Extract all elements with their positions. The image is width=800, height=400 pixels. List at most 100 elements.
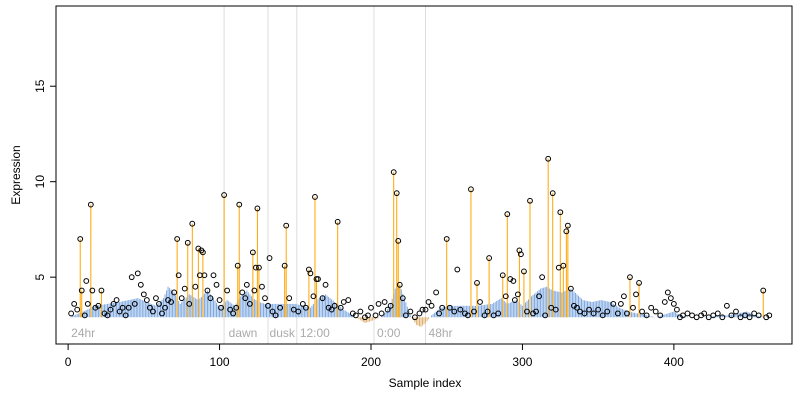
data-point [224, 287, 231, 294]
phase-label: dawn [229, 326, 258, 340]
data-point [574, 304, 580, 311]
data-point [465, 312, 471, 319]
data-point [221, 192, 227, 198]
data-point [581, 310, 588, 317]
data-point [286, 295, 293, 302]
data-point [451, 308, 458, 315]
data-point [760, 287, 767, 294]
data-point [499, 272, 506, 279]
data-point [396, 281, 403, 288]
data-point [701, 310, 708, 317]
data-point [368, 304, 374, 311]
data-point [407, 308, 414, 315]
phase-label: 12:00 [300, 326, 330, 340]
data-point [719, 314, 726, 321]
data-point [352, 312, 359, 319]
data-point [471, 308, 477, 315]
data-point [590, 310, 597, 317]
data-point [375, 300, 382, 307]
data-point [319, 295, 326, 302]
data-point [387, 302, 394, 309]
data-point [89, 287, 96, 294]
data-point [83, 278, 90, 284]
data-point [310, 293, 317, 300]
data-point [664, 289, 671, 296]
data-point [533, 308, 539, 315]
data-point [393, 190, 400, 197]
data-point [714, 310, 721, 317]
data-point [277, 304, 284, 311]
data-point [617, 300, 624, 307]
x-axis-title: Sample index [389, 376, 462, 390]
data-point [262, 295, 268, 302]
data-point [477, 299, 483, 305]
data-point [563, 228, 570, 235]
data-point [486, 255, 493, 261]
data-point [636, 279, 642, 286]
data-point [299, 300, 306, 307]
data-point [567, 285, 574, 292]
data-point [384, 306, 391, 313]
data-point [131, 300, 138, 307]
data-point [766, 312, 773, 319]
data-point [514, 291, 521, 298]
data-point [552, 306, 559, 313]
data-point [495, 310, 502, 317]
data-point [436, 310, 443, 317]
data-point [265, 302, 271, 309]
data-point [168, 299, 174, 305]
data-point [639, 308, 645, 315]
data-point [549, 190, 556, 197]
data-point [254, 205, 261, 212]
data-point [425, 299, 432, 305]
data-point [674, 306, 680, 313]
data-point [74, 306, 81, 313]
data-point [146, 304, 153, 311]
data-point [251, 287, 258, 294]
data-point [610, 300, 617, 307]
data-point [345, 297, 352, 303]
data-point [199, 249, 206, 256]
data-point [156, 300, 162, 307]
data-point [357, 308, 364, 315]
data-point [302, 304, 309, 311]
data-point [233, 304, 240, 311]
data-point [140, 291, 147, 298]
x-tick-label: 200 [361, 355, 381, 369]
data-point [192, 283, 199, 290]
data-point [68, 310, 75, 317]
data-point [269, 308, 276, 315]
data-point [186, 300, 193, 307]
data-point [236, 201, 243, 208]
data-point [521, 268, 527, 275]
data-point [119, 304, 126, 311]
data-point [243, 281, 250, 288]
data-point [481, 312, 488, 319]
spike-line-layer [79, 158, 764, 318]
data-point [253, 264, 259, 271]
data-point [295, 308, 302, 315]
data-point [595, 306, 602, 313]
data-point [439, 304, 446, 311]
data-point [122, 312, 129, 319]
data-point [246, 300, 253, 307]
data-point [171, 289, 178, 296]
data-point [502, 293, 509, 300]
data-point [87, 201, 94, 208]
data-point [454, 266, 461, 273]
data-point [511, 297, 518, 303]
data-point [230, 310, 237, 317]
data-point [174, 236, 181, 242]
data-point [249, 249, 256, 256]
data-point [378, 310, 385, 317]
data-point [630, 304, 636, 311]
data-point [667, 295, 674, 302]
data-point [77, 236, 84, 242]
data-point [210, 272, 217, 279]
data-point [419, 306, 426, 313]
data-point [527, 197, 533, 204]
data-point [599, 312, 606, 319]
data-point [201, 272, 208, 279]
data-point [204, 287, 211, 294]
data-point [107, 306, 114, 313]
